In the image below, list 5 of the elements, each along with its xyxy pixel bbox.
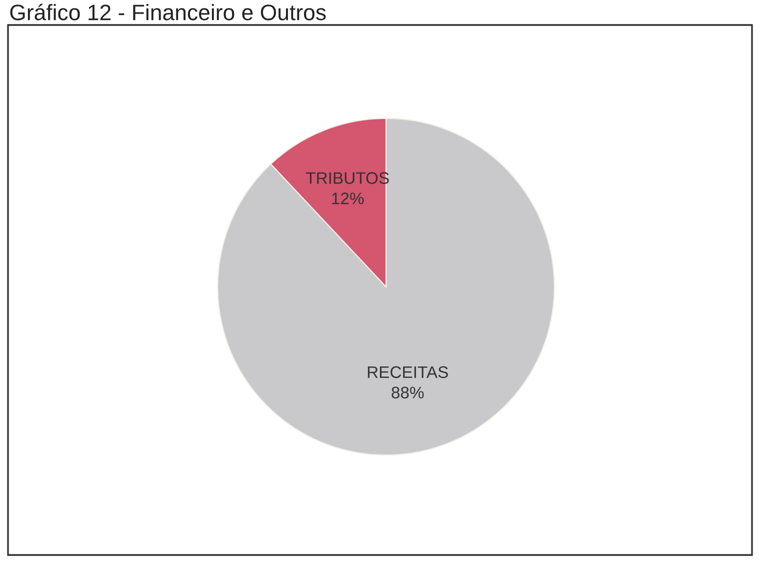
slice-label: RECEITAS <box>368 366 448 378</box>
pie-slice <box>217 118 555 456</box>
data-label: 88% <box>392 386 424 398</box>
data-label: 12% <box>332 192 364 204</box>
chart-title: Gráfico 12 - Financeiro e Outros <box>10 4 326 20</box>
